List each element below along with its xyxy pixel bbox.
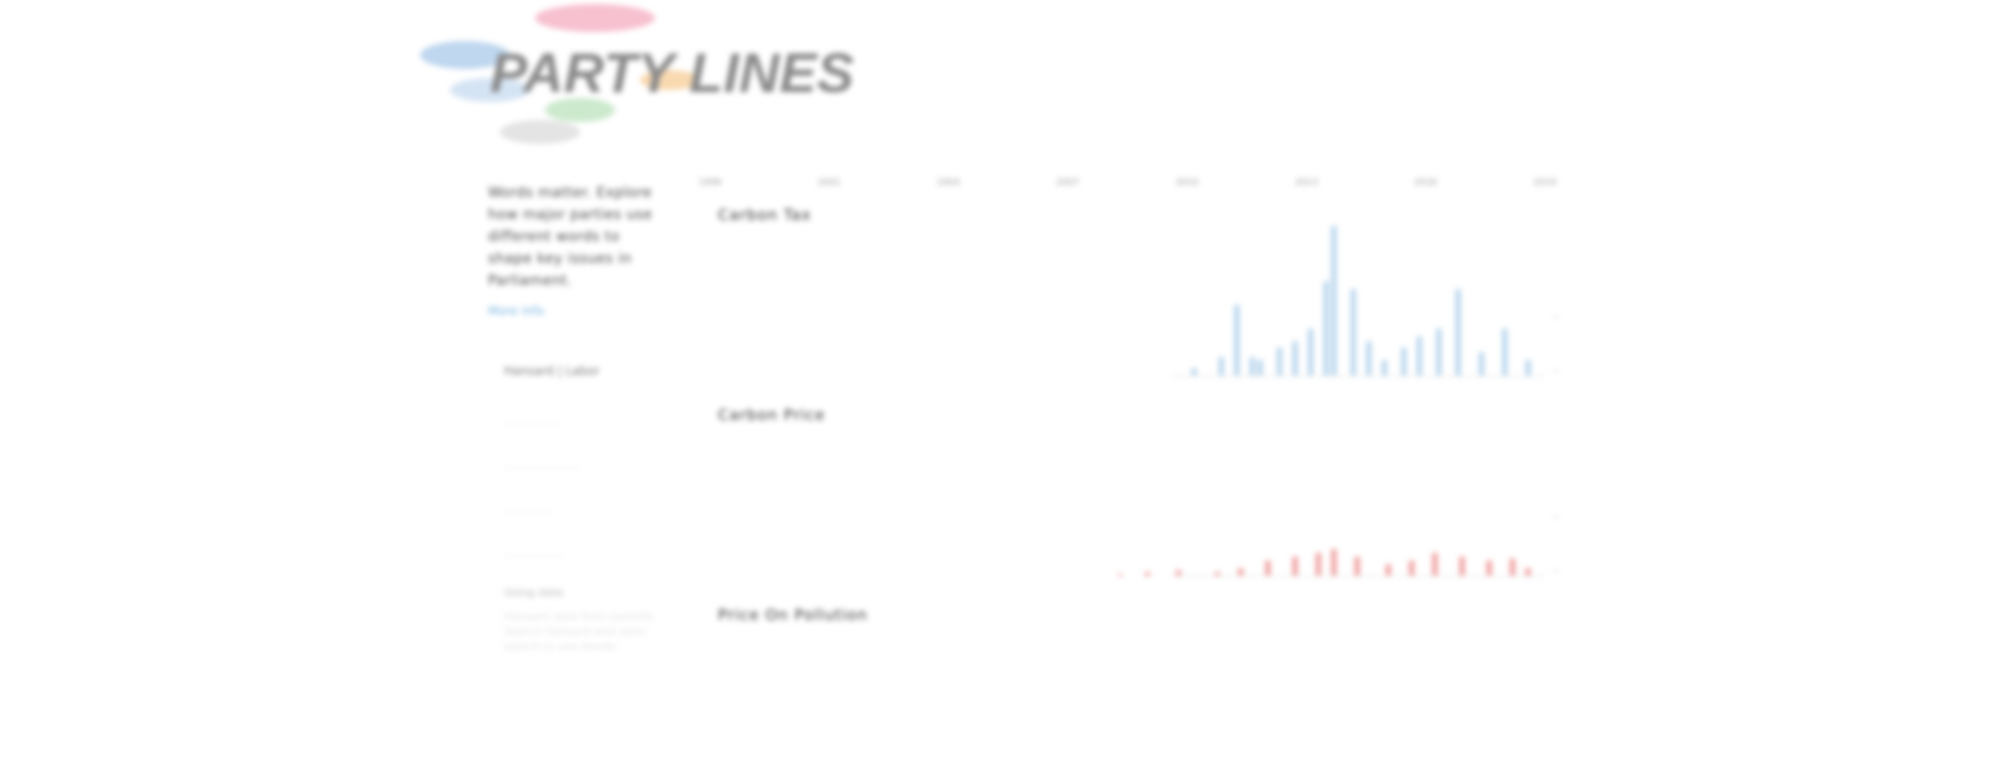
filter-list: Hansard | Labor ............... ........… (504, 360, 668, 564)
carbon-price-chart (1117, 549, 1545, 577)
panel-carbon-price: Carbon Price (700, 406, 1560, 596)
carbon-tax-chart (1170, 226, 1545, 377)
chart-bar (1277, 347, 1282, 376)
chart-bar (1191, 368, 1197, 376)
chart-bar (1350, 289, 1356, 376)
chart-bar (1323, 281, 1329, 376)
sidebar: Words matter. Explore how major parties … (488, 182, 668, 654)
timeline-year: 2001 (817, 178, 841, 188)
footer-text: Hansard data from parlinfo. Search Hansa… (504, 610, 656, 653)
chart-bar (1436, 328, 1442, 376)
chart-bar (1459, 556, 1465, 576)
axis-tick (1553, 516, 1558, 517)
panel-price-on-pollution: Price On Pollution (700, 606, 1560, 646)
timeline-year: 2010 (1175, 178, 1199, 188)
chart-bar (1479, 352, 1484, 376)
chart-bar (1455, 289, 1461, 376)
axis-tick (1553, 571, 1558, 572)
filter-item[interactable]: ............ (504, 502, 550, 516)
axis-tick (1553, 371, 1558, 372)
timeline-year: 2007 (1056, 178, 1080, 188)
chart-bar (1416, 336, 1422, 376)
chart-bar (1218, 357, 1224, 376)
footer-title: Using data (504, 586, 564, 599)
panel-title: Price On Pollution (718, 606, 868, 624)
chart-bar (1117, 574, 1123, 576)
party-lines-logo: PARTY LINES (420, 0, 880, 160)
timeline-year: 1998 (698, 178, 722, 188)
logo-graphic: PARTY LINES (420, 4, 854, 144)
chart-bar (1308, 328, 1314, 376)
filter-item[interactable]: .................... (504, 458, 581, 472)
chart-bar (1331, 226, 1337, 376)
panel-title: Carbon Price (718, 406, 826, 424)
intro-text: Words matter. Explore how major parties … (488, 185, 653, 289)
chart-bar (1214, 572, 1220, 576)
chart-bar (1292, 556, 1298, 576)
timeline-year: 2016 (1414, 178, 1438, 188)
chart-bar (1234, 304, 1240, 376)
sidebar-footer: Using data Hansard data from parlinfo. S… (504, 586, 668, 654)
chart-bar (1409, 560, 1415, 576)
chart-bar (1401, 347, 1407, 376)
chart-bar (1257, 360, 1263, 376)
chart-bar (1486, 560, 1492, 576)
chart-area: 1998 2001 2004 2007 2010 2013 2016 2019 Carbon … (698, 178, 1560, 638)
chart-bar (1525, 568, 1531, 576)
more-info-link[interactable]: More info (488, 304, 545, 318)
chart-bar (1525, 360, 1531, 376)
chart-bar (1315, 552, 1321, 576)
chart-bar (1145, 572, 1150, 576)
chart-bar (1176, 570, 1181, 576)
chart-bar (1502, 328, 1508, 376)
timeline-year: 2013 (1294, 178, 1318, 188)
timeline-year: 2019 (1533, 178, 1557, 188)
chart-bar (1366, 341, 1372, 376)
timeline-axis: 1998 2001 2004 2007 2010 2013 2016 2019 (698, 178, 1560, 194)
chart-bar (1249, 357, 1255, 376)
panel-carbon-tax: Carbon Tax (700, 206, 1560, 396)
chart-bar (1432, 552, 1438, 576)
chart-bar (1381, 360, 1387, 376)
panel-title: Carbon Tax (718, 206, 812, 224)
chart-bar (1510, 558, 1515, 576)
chart-bar (1331, 549, 1337, 576)
filter-item[interactable]: ............... (504, 414, 562, 428)
chart-bar (1292, 341, 1298, 376)
chart-bar (1238, 568, 1244, 576)
chart-bar (1265, 560, 1271, 576)
timeline-year: 2004 (937, 178, 961, 188)
logo-text: PARTY LINES (490, 41, 854, 104)
filter-item[interactable]: ................ (504, 546, 566, 560)
axis-tick (1553, 316, 1558, 317)
chart-bar (1354, 556, 1360, 576)
chart-bar (1385, 564, 1391, 576)
filter-item-hansard[interactable]: Hansard | Labor (504, 364, 600, 378)
